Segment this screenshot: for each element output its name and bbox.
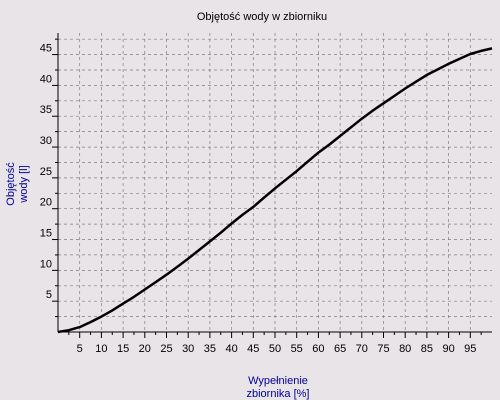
x-tick-label: 50 — [269, 343, 281, 355]
y-tick-label: 35 — [40, 104, 52, 116]
y-tick-label: 20 — [40, 197, 52, 209]
x-tick-label: 65 — [334, 343, 346, 355]
x-tick-label: 40 — [225, 343, 237, 355]
x-tick-label: 90 — [442, 343, 454, 355]
x-tick-label: 35 — [204, 343, 216, 355]
x-axis-label-line-1: Wypełnienie — [248, 375, 308, 387]
plot-area: 5 10 15 20 25 30 35 40 45 5 10 15 20 25 30 35 40 45 50 55 60… — [40, 33, 493, 355]
y-tick-label: 5 — [46, 289, 52, 301]
y-tick-label: 40 — [40, 73, 52, 85]
x-tick-label: 70 — [356, 343, 368, 355]
x-tick-label: 25 — [160, 343, 172, 355]
y-tick-label: 10 — [40, 258, 52, 270]
x-tick-label: 60 — [312, 343, 324, 355]
x-axis-label-line-2: zbiornika [%] — [247, 388, 310, 400]
x-tick-label: 45 — [247, 343, 259, 355]
y-tick-label: 30 — [40, 135, 52, 147]
y-axis-label-line-1: Objętość — [5, 162, 17, 206]
x-tick-label: 75 — [377, 343, 389, 355]
x-tick-label: 15 — [117, 343, 129, 355]
x-tick-label: 10 — [95, 343, 107, 355]
y-tick-label: 45 — [40, 43, 52, 55]
y-axis-label-line-2: wody [l] — [18, 165, 30, 203]
x-tick-label: 85 — [421, 343, 433, 355]
y-tick-label: 25 — [40, 166, 52, 178]
x-tick-label: 30 — [182, 343, 194, 355]
series-line-0 — [57, 47, 493, 334]
x-tick-label: 20 — [139, 343, 151, 355]
x-tick-label: 5 — [77, 343, 83, 355]
x-tick-label: 80 — [399, 343, 411, 355]
y-tick-label: 15 — [40, 228, 52, 240]
x-tick-label: 95 — [464, 343, 476, 355]
x-tick-label: 55 — [291, 343, 303, 355]
chart-title: Objętość wody w zbiorniku — [197, 11, 327, 23]
